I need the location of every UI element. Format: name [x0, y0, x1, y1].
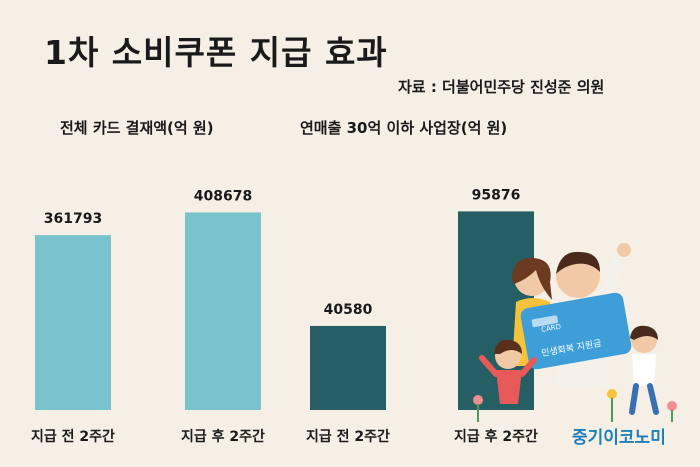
chart2-title: 연매출 30억 이하 사업장(억 원) — [300, 119, 508, 137]
family-illustration: CARD 민생회복 지원금 — [473, 243, 677, 422]
bar-1-2 — [185, 212, 261, 410]
category-label-1-1: 지급 전 2주간 — [31, 428, 115, 445]
page-title: 1차 소비쿠폰 지급 효과 — [44, 33, 388, 72]
bar-1-1 — [35, 235, 111, 410]
category-label-2-2: 지급 후 2주간 — [454, 428, 538, 445]
value-label-1-2: 408678 — [194, 188, 252, 204]
value-label-1-1: 361793 — [44, 211, 102, 227]
category-label-1-2: 지급 후 2주간 — [181, 428, 265, 445]
category-label-2-1: 지급 전 2주간 — [306, 428, 390, 445]
coupon-card-icon: CARD 민생회복 지원금 — [520, 292, 632, 370]
card-label: CARD — [541, 323, 562, 334]
bar-2-1 — [310, 325, 386, 410]
value-label-2-1: 40580 — [324, 302, 373, 318]
brand-logo: 중기이코노미 — [572, 428, 666, 448]
value-label-2-2: 95876 — [472, 187, 521, 203]
chart1-title: 전체 카드 결재액(억 원) — [60, 119, 214, 137]
source-note: 자료 : 더불어민주당 진성준 의원 — [398, 78, 605, 96]
